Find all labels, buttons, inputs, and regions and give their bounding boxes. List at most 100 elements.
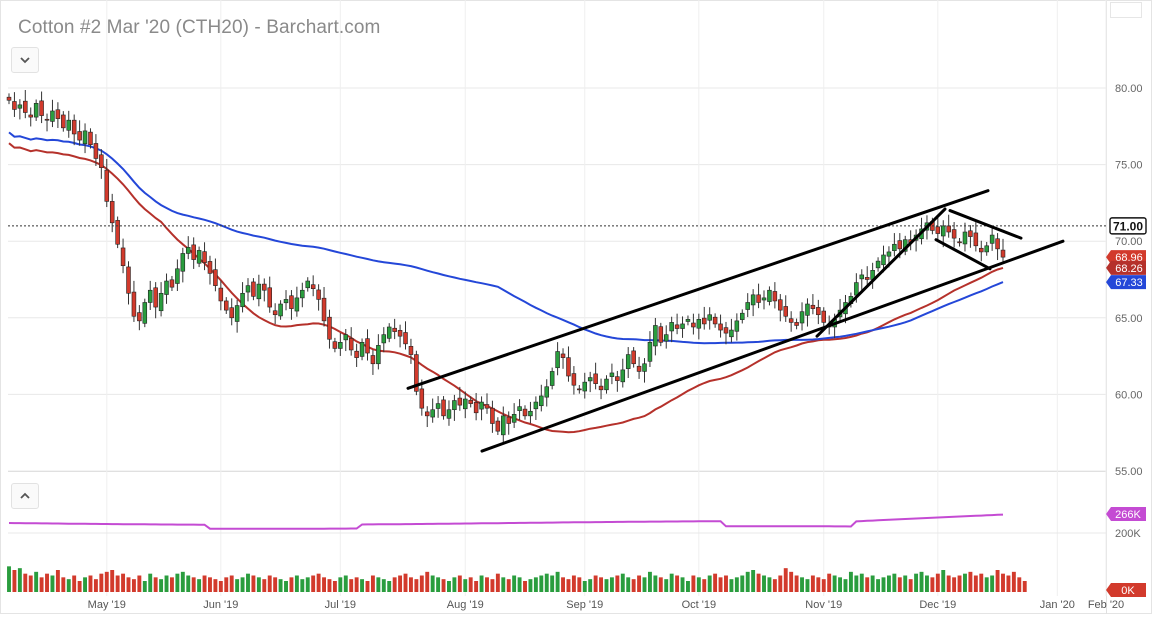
volume-bar bbox=[322, 577, 326, 592]
candle bbox=[392, 318, 397, 340]
candle bbox=[995, 233, 1000, 261]
volume-average-line bbox=[8, 513, 1004, 530]
volume-bar bbox=[327, 579, 332, 592]
volume-bar bbox=[577, 577, 582, 592]
candle-body bbox=[381, 334, 387, 344]
candle bbox=[582, 372, 588, 399]
candle bbox=[33, 99, 39, 121]
volume-bar bbox=[137, 575, 142, 592]
candle-body bbox=[560, 353, 566, 358]
candle bbox=[262, 278, 267, 302]
volume-bar bbox=[343, 575, 348, 592]
candle bbox=[109, 193, 115, 233]
volume-bar bbox=[256, 577, 261, 592]
volume-bar bbox=[892, 573, 897, 592]
candle bbox=[745, 293, 750, 318]
volume-bar bbox=[523, 581, 527, 592]
y-tick-label: 80.00 bbox=[1115, 83, 1143, 95]
candle bbox=[707, 307, 712, 330]
candle bbox=[397, 324, 403, 348]
volume-bar bbox=[463, 579, 468, 592]
volume-bar bbox=[180, 571, 185, 592]
candle-body bbox=[142, 302, 148, 324]
volume-bar bbox=[642, 577, 647, 592]
volume-bar bbox=[34, 571, 39, 592]
candle-body bbox=[653, 325, 658, 347]
volume-bar bbox=[593, 575, 598, 592]
candle bbox=[408, 338, 414, 364]
volume-bar bbox=[664, 579, 669, 592]
collapse-button[interactable] bbox=[11, 47, 39, 73]
candle bbox=[435, 396, 441, 418]
candle-body bbox=[348, 338, 354, 351]
candle-body bbox=[392, 327, 397, 332]
volume-bar bbox=[126, 577, 131, 592]
candle bbox=[729, 318, 734, 343]
volume-bar bbox=[604, 579, 609, 592]
volume-bar bbox=[262, 579, 267, 592]
volume-bar bbox=[843, 579, 848, 592]
candle bbox=[598, 378, 604, 400]
volume-bar bbox=[490, 579, 495, 592]
volume-bar bbox=[164, 575, 169, 592]
candle bbox=[446, 400, 452, 426]
candle-body bbox=[620, 369, 626, 383]
candle bbox=[750, 289, 756, 317]
candle-body bbox=[723, 327, 729, 334]
volume-bar bbox=[479, 575, 484, 592]
candle bbox=[772, 282, 778, 309]
volume-bar bbox=[946, 575, 951, 592]
y-tick-label: 75.00 bbox=[1115, 160, 1143, 172]
candle bbox=[115, 216, 120, 249]
volume-bar bbox=[376, 577, 381, 592]
y-tick-label: 60.00 bbox=[1115, 389, 1143, 401]
candle-body bbox=[446, 409, 452, 419]
volume-bar bbox=[528, 579, 533, 592]
trendlines bbox=[406, 189, 1065, 453]
candle-body bbox=[658, 326, 664, 343]
volume-bar bbox=[756, 573, 761, 592]
volume-bar bbox=[436, 577, 441, 592]
volume-bar bbox=[110, 570, 115, 592]
candle bbox=[185, 236, 191, 260]
candle-body bbox=[501, 415, 506, 436]
candle bbox=[816, 299, 821, 325]
candle-body bbox=[321, 297, 327, 322]
channel-lower-line bbox=[480, 239, 1065, 453]
candle-body bbox=[962, 231, 968, 245]
candle-body bbox=[881, 254, 886, 266]
volume-bar bbox=[740, 575, 745, 592]
price-badge-box bbox=[1106, 250, 1146, 265]
candle bbox=[294, 286, 300, 317]
candle-body bbox=[506, 416, 511, 424]
candle bbox=[528, 401, 533, 424]
candle-body bbox=[604, 378, 609, 391]
volume-bar bbox=[349, 579, 354, 592]
volume-bar bbox=[235, 579, 240, 592]
volume-bar bbox=[1011, 571, 1016, 592]
candle-body bbox=[669, 322, 674, 332]
candle bbox=[332, 337, 338, 353]
volume-bar bbox=[191, 577, 196, 592]
candle-body bbox=[158, 292, 164, 312]
candle-body bbox=[984, 245, 989, 253]
candle bbox=[381, 327, 387, 353]
volume-bar bbox=[419, 575, 424, 592]
volume-bar bbox=[251, 575, 256, 592]
candle-body bbox=[441, 399, 446, 417]
volume-zero-label: 0K bbox=[1121, 585, 1135, 597]
volume-bar bbox=[870, 575, 875, 592]
candle bbox=[517, 399, 522, 420]
candle bbox=[316, 284, 321, 311]
candle-body bbox=[577, 388, 582, 391]
x-tick-label: Nov '19 bbox=[805, 599, 842, 611]
candle-body bbox=[549, 371, 555, 386]
candle-body bbox=[750, 294, 756, 306]
candle-body bbox=[419, 388, 425, 409]
candle-body bbox=[50, 110, 55, 122]
panel-menu-button[interactable] bbox=[1110, 2, 1142, 18]
x-tick-label: Feb '20 bbox=[1088, 599, 1124, 611]
volume-bar bbox=[148, 573, 153, 592]
expand-volume-button[interactable] bbox=[11, 483, 39, 509]
candle-body bbox=[12, 101, 17, 110]
